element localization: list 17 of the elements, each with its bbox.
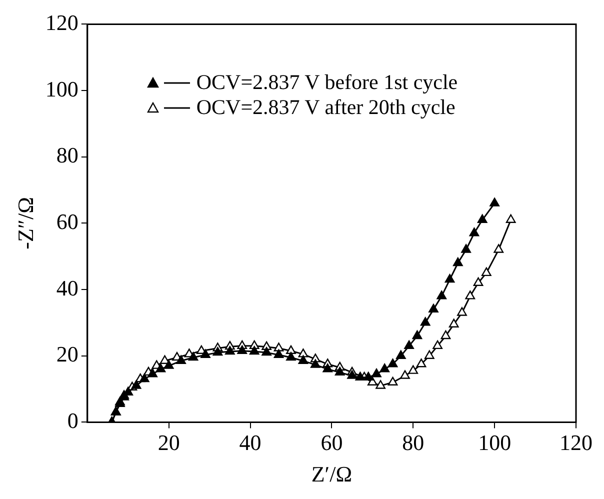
- x-tick-label: 40: [239, 430, 262, 456]
- y-tick-label: 0: [67, 408, 78, 433]
- y-tick-label: 40: [56, 275, 78, 300]
- x-tick-label: 60: [320, 430, 343, 456]
- x-tick-label: 20: [158, 430, 180, 456]
- y-axis-title: -Z″/Ω: [12, 197, 38, 250]
- x-axis-title: Z′/Ω: [311, 462, 352, 487]
- y-tick-label: 60: [56, 208, 78, 234]
- x-tick-label: 100: [478, 430, 512, 456]
- y-tick-label: 100: [45, 76, 78, 102]
- legend-label: OCV=2.837 V after 20th cycle: [196, 95, 456, 120]
- y-tick-label: 20: [56, 342, 78, 367]
- y-tick-label: 120: [45, 10, 78, 35]
- x-tick-label: 80: [402, 430, 424, 456]
- y-tick-label: 80: [56, 142, 78, 168]
- legend-label: OCV=2.837 V before 1st cycle: [196, 70, 458, 95]
- x-tick-label: 120: [560, 430, 592, 456]
